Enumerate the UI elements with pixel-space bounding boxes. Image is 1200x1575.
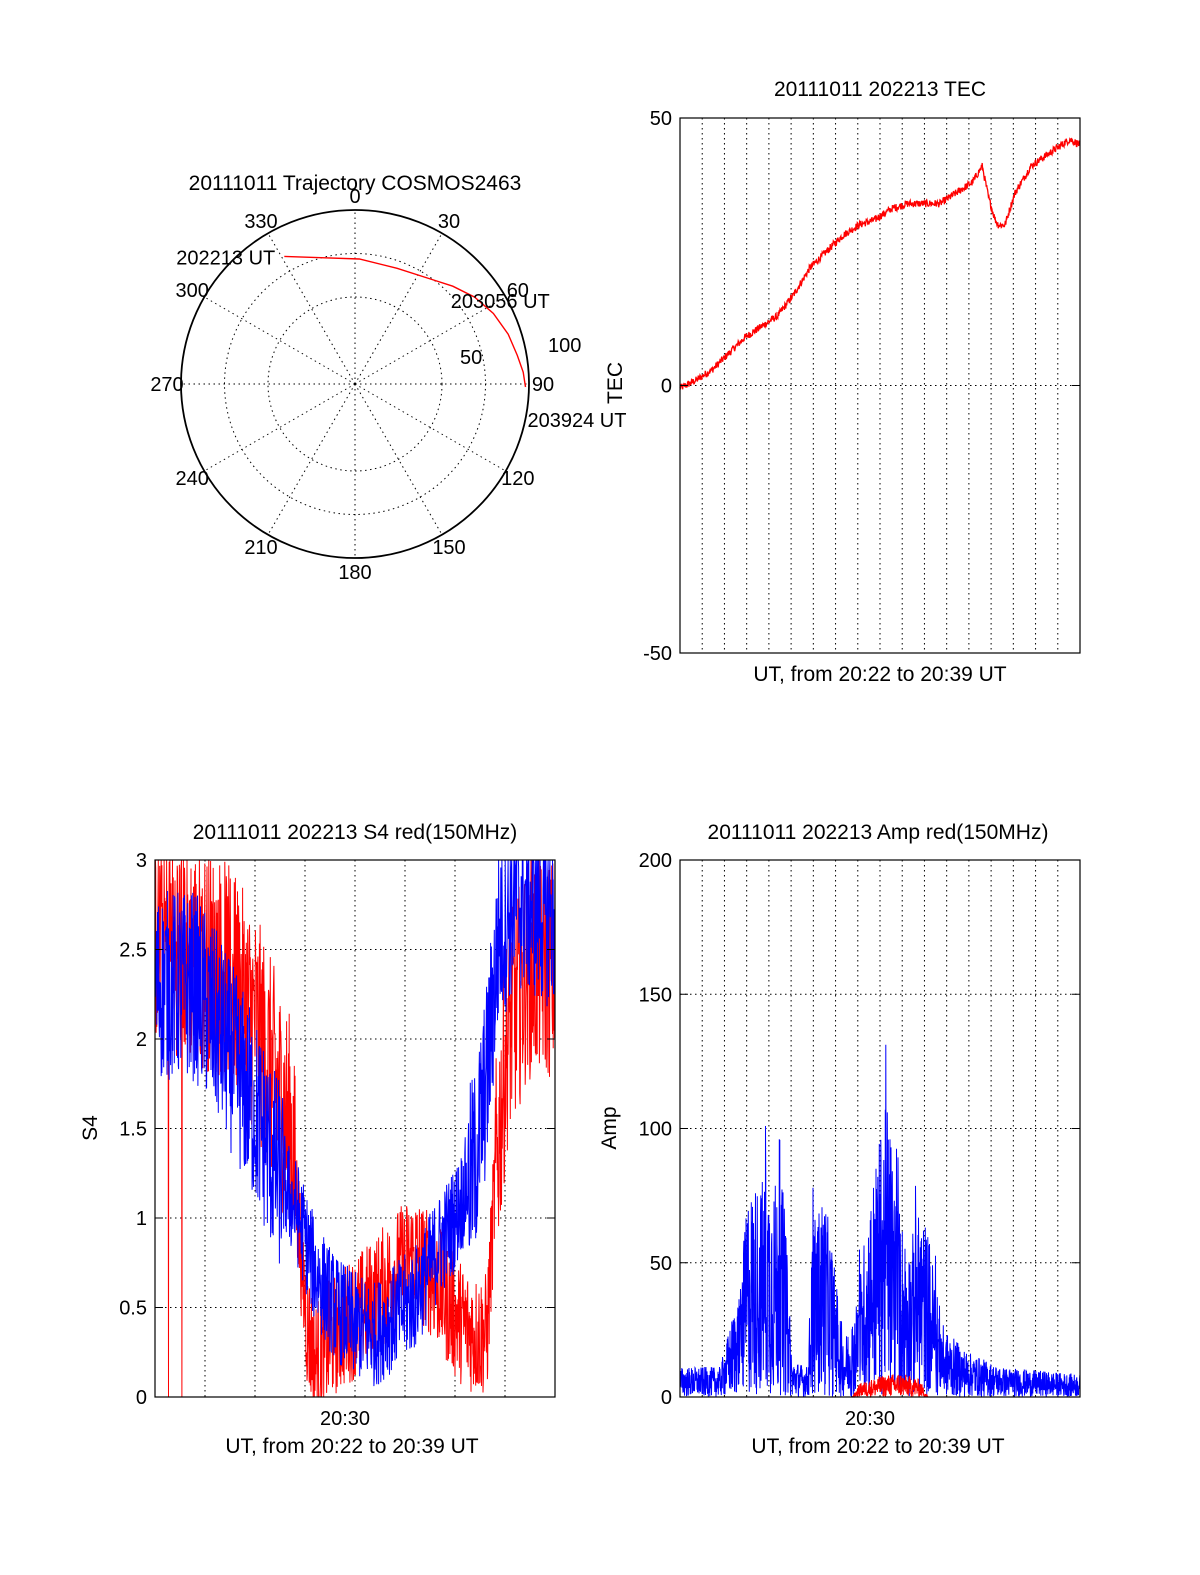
s4-ylabel: S4 — [79, 1115, 102, 1141]
polar-grid — [181, 210, 529, 558]
s4-xtick-label: 20:30 — [320, 1408, 370, 1430]
s4-ytick-2: 2 — [136, 1029, 147, 1051]
azimuth-label-210: 210 — [244, 537, 277, 559]
radial-label-50: 50 — [460, 347, 482, 369]
s4-panel: 20111011 202213 S4 red(150MHz) 0 0.5 1 1.5 2… — [79, 821, 556, 1458]
amp-panel: 20111011 202213 Amp red(150MHz) 0 50 100 15… — [598, 821, 1081, 1458]
s4-ytick-1: 1 — [136, 1208, 147, 1230]
polar-spoke-330 — [267, 233, 356, 385]
amp-title: 20111011 202213 Amp red(150MHz) — [708, 821, 1049, 844]
s4-ytick-1.5: 1.5 — [119, 1119, 147, 1141]
azimuth-labels: 0 30 60 90 120 150 180 210 240 270 300 330 — [150, 186, 554, 584]
polar-spoke-210 — [267, 383, 356, 535]
polar-spoke-150 — [354, 383, 443, 535]
s4-ytick-0: 0 — [136, 1387, 147, 1409]
azimuth-label-240: 240 — [175, 468, 208, 490]
azimuth-label-90: 90 — [532, 374, 554, 396]
azimuth-label-270: 270 — [150, 374, 183, 396]
s4-ytick-0.5: 0.5 — [119, 1298, 147, 1320]
s4-xlabel: UT, from 20:22 to 20:39 UT — [225, 1435, 478, 1458]
amp-ytick-200: 200 — [639, 850, 672, 872]
polar-spoke-300 — [204, 296, 356, 385]
amp-ytick-50: 50 — [650, 1253, 672, 1275]
tec-ytick--50: -50 — [643, 643, 672, 665]
s4-title: 20111011 202213 S4 red(150MHz) — [193, 821, 518, 844]
polar-ring-0 — [267, 296, 443, 472]
trajectory-panel: 20111011 Trajectory COSMOS2463 0 30 60 90 12… — [150, 172, 626, 584]
amp-ytick-100: 100 — [639, 1119, 672, 1141]
polar-spoke-120 — [354, 383, 506, 472]
tec-ytick-50: 50 — [650, 108, 672, 130]
amp-ytick-0: 0 — [661, 1387, 672, 1409]
trajectory-title: 20111011 Trajectory COSMOS2463 — [189, 172, 522, 195]
s4-ytick-2.5: 2.5 — [119, 940, 147, 962]
annotation-start: 202213 UT — [176, 247, 275, 269]
azimuth-label-330: 330 — [244, 211, 277, 233]
polar-spoke-60 — [354, 296, 506, 385]
s4-blue-series — [154, 859, 556, 1387]
tec-ytick-0: 0 — [661, 376, 672, 398]
tec-xlabel: UT, from 20:22 to 20:39 UT — [753, 663, 1006, 686]
tec-title: 20111011 202213 TEC — [774, 78, 986, 101]
tec-series-line — [679, 136, 1081, 390]
azimuth-label-180: 180 — [338, 562, 371, 584]
tec-ylabel: TEC — [604, 362, 627, 404]
azimuth-label-30: 30 — [438, 211, 460, 233]
polar-spoke-240 — [204, 383, 356, 472]
trajectory-line — [284, 255, 527, 388]
tec-panel: 20111011 202213 TEC -50 0 50 TEC UT, from … — [604, 78, 1081, 686]
polar-spoke-30 — [354, 233, 443, 385]
azimuth-label-0: 0 — [349, 186, 360, 208]
azimuth-label-300: 300 — [175, 280, 208, 302]
amp-y-ticks: 0 50 100 150 200 — [639, 850, 1080, 1409]
azimuth-label-150: 150 — [432, 537, 465, 559]
tec-y-ticks: -50 0 50 — [643, 108, 1080, 665]
amp-ytick-150: 150 — [639, 984, 672, 1006]
annotation-mid: 203056 UT — [451, 291, 550, 313]
s4-ytick-3: 3 — [136, 850, 147, 872]
amp-blue-series — [679, 1044, 1081, 1398]
amp-xtick-label: 20:30 — [845, 1408, 895, 1430]
annotation-end: 203924 UT — [528, 410, 627, 432]
s4-y-ticks: 0 0.5 1 1.5 2 2.5 3 — [119, 850, 555, 1409]
azimuth-label-120: 120 — [501, 468, 534, 490]
polar-outer-ring — [180, 209, 530, 559]
tec-grid — [680, 118, 1080, 653]
radial-label-100: 100 — [548, 335, 581, 357]
amp-ylabel: Amp — [598, 1106, 621, 1149]
azimuth-label-60: 60 — [507, 280, 529, 302]
amp-xlabel: UT, from 20:22 to 20:39 UT — [751, 1435, 1004, 1458]
